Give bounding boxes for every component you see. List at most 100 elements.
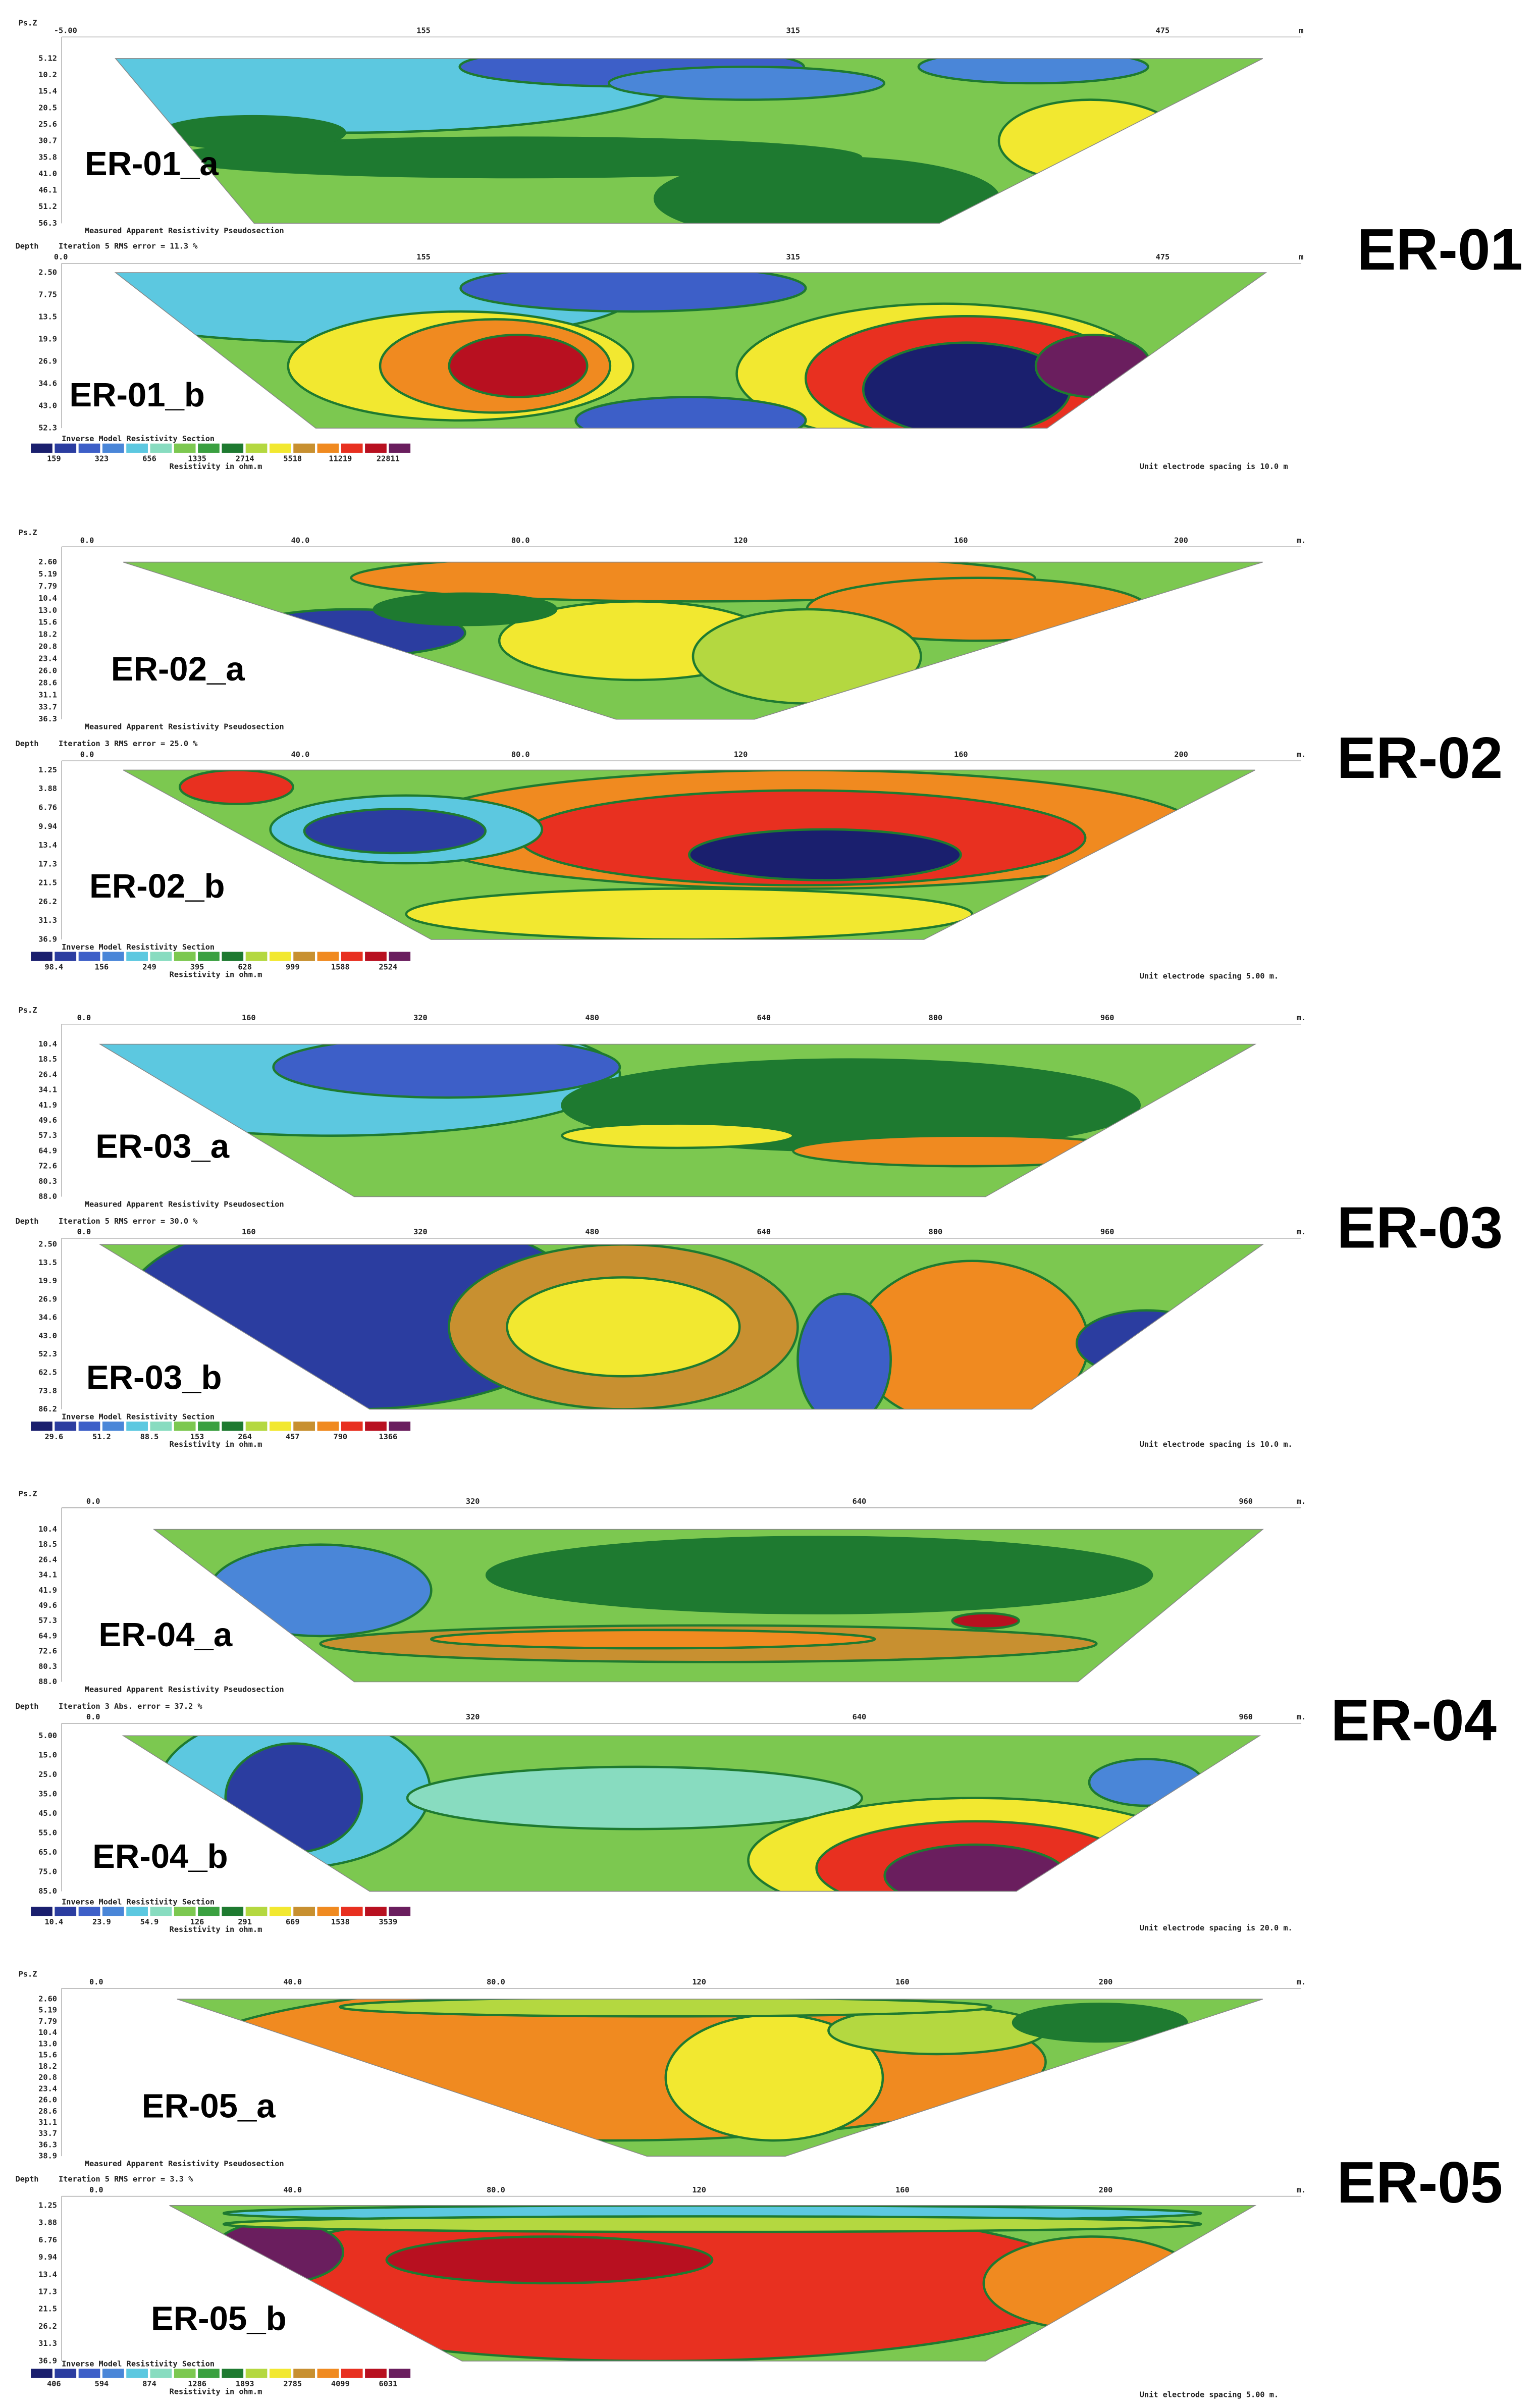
legend-value: 656	[142, 454, 156, 463]
legend-swatch	[269, 443, 291, 453]
depth-tick-label: 80.3	[38, 1177, 57, 1186]
corner-label: Ps.Z	[19, 18, 37, 27]
legend-swatch	[317, 2369, 339, 2378]
depth-tick-label: 10.2	[38, 70, 57, 79]
x-tick-label: 640	[853, 1712, 867, 1721]
x-tick-label: 0.0	[77, 1013, 91, 1022]
x-tick-label: 960	[1100, 1013, 1114, 1022]
legend-swatch	[198, 952, 220, 961]
legend-swatch	[293, 443, 315, 453]
depth-tick-label: 2.50	[38, 268, 57, 277]
legend-swatch	[126, 2369, 148, 2378]
corner-label: Ps.Z	[19, 1006, 37, 1015]
x-tick-label: 0.0	[86, 1497, 100, 1506]
depth-tick-label: 31.1	[38, 690, 57, 699]
depth-tick-label: 57.3	[38, 1131, 57, 1140]
legend-swatch	[365, 1906, 387, 1916]
legend-swatch	[341, 443, 363, 453]
x-tick-label: 475	[1156, 252, 1170, 261]
depth-tick-label: 19.9	[38, 1276, 57, 1285]
contour-zone	[485, 1536, 1153, 1614]
legend-value: 29.6	[44, 1432, 63, 1441]
depth-tick-label: 15.0	[38, 1750, 57, 1759]
x-tick-label: 0.0	[86, 1712, 100, 1721]
resistivity-section	[123, 1736, 1260, 1892]
x-tick-label: 80.0	[511, 750, 530, 759]
section-label: ER-04_a	[98, 1616, 233, 1654]
legend-value: 264	[238, 1432, 252, 1441]
legend-value: 669	[286, 1917, 300, 1926]
x-tick-label: 200	[1174, 750, 1188, 759]
section-caption: Measured Apparent Resistivity Pseudosect…	[85, 2159, 284, 2168]
legend-value: 156	[95, 962, 109, 971]
depth-tick-label: 13.4	[38, 841, 57, 850]
depth-tick-label: 15.6	[38, 2051, 57, 2060]
contour-zone	[222, 2215, 1202, 2233]
legend-title: Inverse Model Resistivity Section	[62, 1412, 215, 1421]
legend-swatch	[365, 952, 387, 961]
legend-swatch	[222, 2369, 244, 2378]
legend-swatch	[150, 2369, 172, 2378]
depth-tick-label: 26.4	[38, 1555, 57, 1564]
x-tick-label: 200	[1099, 2185, 1113, 2194]
resistivity-section	[115, 58, 1263, 224]
resistivity-section	[154, 1529, 1263, 1682]
x-tick-label: 320	[413, 1227, 428, 1236]
x-tick-label: 160	[242, 1227, 256, 1236]
depth-tick-label: 41.9	[38, 1586, 57, 1595]
x-tick-label: 0.0	[89, 1977, 103, 1986]
depth-tick-label: 13.5	[38, 1258, 57, 1267]
depth-tick-label: 72.6	[38, 1162, 57, 1171]
depth-tick-label: 9.94	[38, 822, 57, 831]
legend-swatch	[198, 1421, 220, 1431]
corner-label: Ps.Z	[19, 528, 37, 537]
legend-swatch	[245, 952, 268, 961]
legend-swatch	[198, 443, 220, 453]
x-tick-label: 40.0	[291, 750, 310, 759]
electrode-note: Unit electrode spacing 5.00 m.	[1140, 2390, 1279, 2399]
contour-zone	[272, 1044, 621, 1099]
legend-swatch	[102, 1906, 124, 1916]
section-outline	[169, 2205, 1257, 2362]
depth-tick-label: 25.6	[38, 120, 57, 129]
depth-header: Depth	[16, 739, 39, 748]
legend-swatch	[150, 1906, 172, 1916]
depth-tick-label: 7.75	[38, 290, 57, 299]
x-tick-label: 320	[466, 1497, 480, 1506]
contour-zone	[791, 1134, 1141, 1168]
legend-swatch	[102, 443, 124, 453]
legend-swatch	[31, 2369, 52, 2378]
legend-value: 98.4	[44, 962, 63, 971]
legend-value: 2714	[236, 454, 254, 463]
depth-tick-label: 26.9	[38, 357, 57, 366]
x-tick-label: 200	[1099, 1977, 1113, 1986]
depth-tick-label: 5.19	[38, 2006, 57, 2015]
depth-tick-label: 75.0	[38, 1867, 57, 1876]
depth-tick-label: 86.2	[38, 1404, 57, 1414]
depth-tick-label: 26.2	[38, 897, 57, 906]
depth-tick-label: 72.6	[38, 1647, 57, 1656]
depth-tick-label: 52.3	[38, 424, 57, 433]
legend-swatch	[150, 443, 172, 453]
x-tick-label: 960	[1239, 1497, 1253, 1506]
x-tick-label: 80.0	[487, 1977, 505, 1986]
depth-tick-label: 49.6	[38, 1116, 57, 1125]
legend-swatch	[55, 1906, 77, 1916]
resistivity-section	[177, 1999, 1263, 2157]
section-label: ER-01_a	[85, 145, 219, 183]
legend-swatch	[222, 443, 244, 453]
depth-tick-label: 34.6	[38, 379, 57, 388]
x-tick-label: 160	[954, 536, 968, 545]
contour-zone	[653, 156, 1000, 224]
depth-tick-label: 31.3	[38, 2339, 57, 2348]
legend-title: Inverse Model Resistivity Section	[62, 2360, 215, 2369]
depth-tick-label: 36.9	[38, 935, 57, 944]
section-outline	[122, 1735, 1261, 1892]
legend-swatch	[31, 1421, 52, 1431]
x-tick-label: 960	[1239, 1712, 1253, 1721]
legend-value: 6031	[379, 2379, 398, 2388]
legend-swatch	[341, 1421, 363, 1431]
contour-zone	[430, 1629, 876, 1650]
legend-swatch	[174, 1906, 196, 1916]
legend-swatch	[31, 952, 52, 961]
